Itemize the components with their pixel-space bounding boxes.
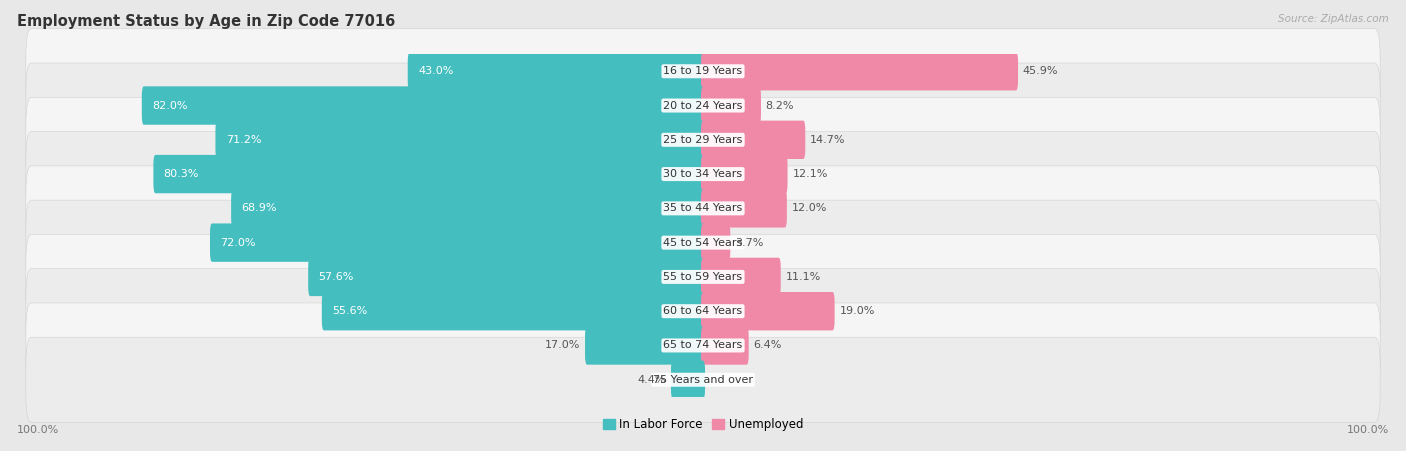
- FancyBboxPatch shape: [702, 155, 787, 193]
- Text: 55 to 59 Years: 55 to 59 Years: [664, 272, 742, 282]
- Text: 75 Years and over: 75 Years and over: [652, 375, 754, 385]
- Text: 3.7%: 3.7%: [735, 238, 763, 248]
- FancyBboxPatch shape: [702, 86, 761, 125]
- FancyBboxPatch shape: [408, 52, 704, 91]
- FancyBboxPatch shape: [702, 223, 730, 262]
- Text: 6.4%: 6.4%: [754, 341, 782, 350]
- Text: 72.0%: 72.0%: [221, 238, 256, 248]
- Text: 25 to 29 Years: 25 to 29 Years: [664, 135, 742, 145]
- FancyBboxPatch shape: [25, 337, 1381, 422]
- FancyBboxPatch shape: [308, 258, 704, 296]
- FancyBboxPatch shape: [702, 189, 787, 228]
- Text: 20 to 24 Years: 20 to 24 Years: [664, 101, 742, 110]
- Text: 55.6%: 55.6%: [332, 306, 367, 316]
- FancyBboxPatch shape: [702, 326, 748, 365]
- FancyBboxPatch shape: [25, 303, 1381, 388]
- FancyBboxPatch shape: [142, 86, 704, 125]
- Text: 65 to 74 Years: 65 to 74 Years: [664, 341, 742, 350]
- Text: 43.0%: 43.0%: [418, 66, 453, 76]
- Text: 35 to 44 Years: 35 to 44 Years: [664, 203, 742, 213]
- FancyBboxPatch shape: [702, 292, 835, 331]
- Text: 12.0%: 12.0%: [792, 203, 827, 213]
- Legend: In Labor Force, Unemployed: In Labor Force, Unemployed: [598, 413, 808, 436]
- Text: 16 to 19 Years: 16 to 19 Years: [664, 66, 742, 76]
- FancyBboxPatch shape: [25, 200, 1381, 285]
- Text: 100.0%: 100.0%: [1347, 425, 1389, 435]
- FancyBboxPatch shape: [25, 235, 1381, 319]
- Text: 30 to 34 Years: 30 to 34 Years: [664, 169, 742, 179]
- FancyBboxPatch shape: [322, 292, 704, 331]
- FancyBboxPatch shape: [671, 360, 704, 399]
- Text: 4.4%: 4.4%: [638, 375, 666, 385]
- Text: 45 to 54 Years: 45 to 54 Years: [664, 238, 742, 248]
- Text: 82.0%: 82.0%: [152, 101, 187, 110]
- Text: 19.0%: 19.0%: [839, 306, 875, 316]
- Text: 14.7%: 14.7%: [810, 135, 845, 145]
- Text: 45.9%: 45.9%: [1022, 66, 1059, 76]
- FancyBboxPatch shape: [585, 326, 704, 365]
- Text: Employment Status by Age in Zip Code 77016: Employment Status by Age in Zip Code 770…: [17, 14, 395, 28]
- Text: Source: ZipAtlas.com: Source: ZipAtlas.com: [1278, 14, 1389, 23]
- Text: 11.1%: 11.1%: [786, 272, 821, 282]
- FancyBboxPatch shape: [25, 132, 1381, 216]
- FancyBboxPatch shape: [209, 223, 704, 262]
- Text: 60 to 64 Years: 60 to 64 Years: [664, 306, 742, 316]
- Text: 17.0%: 17.0%: [546, 341, 581, 350]
- Text: 71.2%: 71.2%: [226, 135, 262, 145]
- FancyBboxPatch shape: [25, 63, 1381, 148]
- FancyBboxPatch shape: [231, 189, 704, 228]
- FancyBboxPatch shape: [702, 120, 806, 159]
- FancyBboxPatch shape: [153, 155, 704, 193]
- FancyBboxPatch shape: [25, 29, 1381, 114]
- FancyBboxPatch shape: [702, 52, 1018, 91]
- Text: 80.3%: 80.3%: [163, 169, 200, 179]
- FancyBboxPatch shape: [25, 97, 1381, 182]
- Text: 8.2%: 8.2%: [766, 101, 794, 110]
- Text: 57.6%: 57.6%: [318, 272, 354, 282]
- Text: 100.0%: 100.0%: [17, 425, 59, 435]
- FancyBboxPatch shape: [25, 166, 1381, 251]
- Text: 68.9%: 68.9%: [242, 203, 277, 213]
- Text: 12.1%: 12.1%: [793, 169, 828, 179]
- FancyBboxPatch shape: [215, 120, 704, 159]
- FancyBboxPatch shape: [702, 258, 780, 296]
- FancyBboxPatch shape: [25, 269, 1381, 354]
